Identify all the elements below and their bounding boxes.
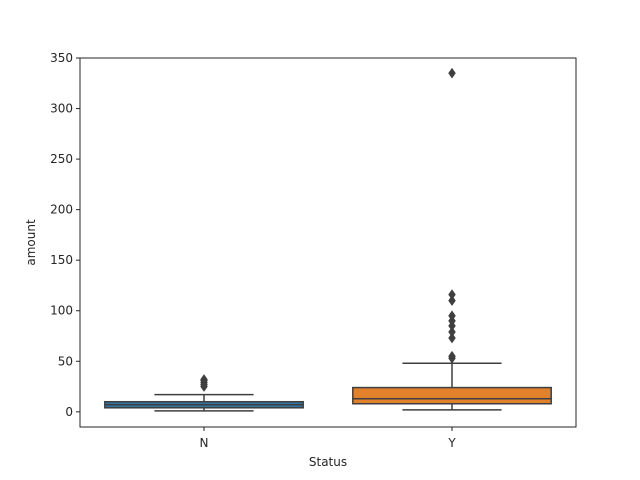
y-tick-label: 350 <box>50 51 73 65</box>
outlier-point <box>448 350 456 362</box>
iqr-box <box>352 386 552 405</box>
y-axis-label: amount <box>24 219 38 266</box>
outlier-point <box>448 332 456 344</box>
x-tick-label: Y <box>447 436 456 450</box>
outlier-point <box>448 295 456 307</box>
x-axis-label: Status <box>309 455 347 469</box>
outlier-point <box>200 374 208 385</box>
outlier-point <box>448 67 456 79</box>
y-tick-label: 250 <box>50 152 73 166</box>
y-tick-label: 50 <box>58 354 73 368</box>
plot-area-frame <box>79 57 577 428</box>
outlier-point <box>448 310 456 322</box>
outlier-point <box>448 289 456 301</box>
box-Y <box>352 67 552 411</box>
y-tick-label: 300 <box>50 102 73 116</box>
x-tick-label: N <box>200 436 209 450</box>
y-axis-ticks: 0 50 100 150 200 250 300 350 <box>50 51 80 419</box>
y-tick-label: 0 <box>65 405 73 419</box>
outlier-point <box>448 326 456 338</box>
box-N <box>104 374 304 412</box>
y-tick-label: 100 <box>50 304 73 318</box>
box-plot-series <box>104 67 552 412</box>
y-tick-label: 150 <box>50 253 73 267</box>
y-tick-label: 200 <box>50 203 73 217</box>
